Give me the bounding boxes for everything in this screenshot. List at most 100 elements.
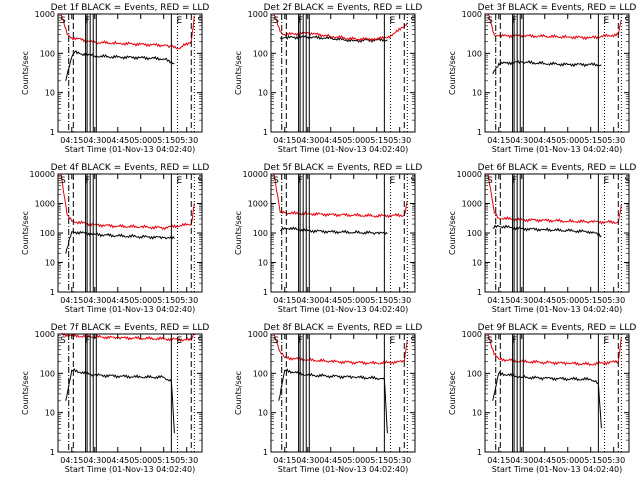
x-axis-label: Start Time (01-Nov-13 04:02:40)	[278, 145, 408, 154]
panel-title: Det 3f BLACK = Events, RED = LLD	[478, 3, 637, 13]
y-tick-label: 100	[253, 229, 268, 238]
y-tick-label: 10	[45, 409, 55, 418]
marker-label: S	[60, 336, 66, 346]
series-events-line	[492, 224, 602, 238]
x-tick-label: 04:30	[510, 456, 533, 465]
x-axis-label: Start Time (01-Nov-13 04:02:40)	[492, 305, 622, 314]
x-tick-label: 04:30	[296, 136, 319, 145]
x-tick-label: 04:15	[60, 136, 83, 145]
panel-1: Det 1f BLACK = Events, RED = LLD S F E S 1 10 1…	[21, 3, 209, 154]
panel-8: Det 8f BLACK = Events, RED = LLD S F E S 1 10 1…	[234, 323, 422, 474]
y-tick-label: 100	[40, 49, 55, 58]
x-axis-label: Start Time (01-Nov-13 04:02:40)	[492, 465, 622, 474]
panel-7: Det 7f BLACK = Events, RED = LLD S F E S 1 10 1…	[21, 323, 209, 474]
x-tick-label: 04:30	[83, 136, 106, 145]
x-tick-label: 05:30	[175, 136, 198, 145]
series-events-line	[65, 50, 175, 81]
panel-title: Det 7f BLACK = Events, RED = LLD	[51, 323, 210, 333]
marker-label: F	[85, 16, 90, 26]
marker-label: F	[512, 176, 517, 186]
marker-label: S	[410, 336, 416, 346]
panel-2: Det 2f BLACK = Events, RED = LLD S F E S 1 10 1…	[234, 3, 422, 154]
marker-label: E	[389, 176, 395, 186]
marker-label: E	[176, 176, 182, 186]
panel-title: Det 4f BLACK = Events, RED = LLD	[51, 163, 210, 173]
y-tick-label: 1	[477, 288, 482, 297]
x-tick-label: 05:15	[365, 456, 388, 465]
y-tick-label: 100	[467, 369, 482, 378]
series-lld-line	[487, 173, 622, 225]
x-tick-label: 04:45	[319, 136, 342, 145]
marker-label: S	[487, 176, 493, 186]
marker-label: E	[176, 336, 182, 346]
y-tick-label: 1	[477, 448, 482, 457]
y-tick-label: 1000	[35, 330, 55, 339]
marker-label: S	[624, 336, 630, 346]
x-tick-label: 05:00	[342, 456, 365, 465]
x-axis-label: Start Time (01-Nov-13 04:02:40)	[278, 465, 408, 474]
marker-label: S	[410, 176, 416, 186]
series-lld-line	[273, 173, 408, 219]
y-axis-label: Counts/sec	[448, 371, 457, 415]
x-tick-label: 04:15	[273, 296, 296, 305]
marker-label: S	[624, 16, 630, 26]
plot-frame	[484, 333, 630, 453]
y-axis-label: Counts/sec	[21, 211, 30, 255]
x-tick-label: 05:15	[579, 136, 602, 145]
panel-9: Det 9f BLACK = Events, RED = LLD S F E S 1 10 1…	[448, 323, 636, 474]
y-tick-label: 100	[40, 229, 55, 238]
y-tick-label: 10000	[243, 170, 268, 179]
y-tick-label: 1000	[35, 10, 55, 19]
x-tick-label: 05:00	[342, 296, 365, 305]
marker-label: S	[273, 176, 279, 186]
x-tick-label: 05:15	[579, 456, 602, 465]
y-tick-label: 10	[258, 89, 268, 98]
x-tick-label: 05:15	[579, 296, 602, 305]
x-tick-label: 05:00	[129, 136, 152, 145]
y-tick-label: 1000	[248, 200, 268, 209]
marker-label: E	[603, 176, 609, 186]
marker-label: E	[603, 16, 609, 26]
x-tick-label: 05:30	[388, 136, 411, 145]
marker-label: S	[273, 336, 279, 346]
y-tick-label: 10	[45, 89, 55, 98]
x-tick-label: 05:30	[602, 456, 625, 465]
x-tick-label: 04:30	[83, 456, 106, 465]
x-tick-label: 05:00	[342, 136, 365, 145]
x-tick-label: 04:30	[296, 296, 319, 305]
series-events-line	[279, 226, 388, 236]
y-tick-label: 1	[50, 448, 55, 457]
marker-label: S	[487, 16, 493, 26]
x-tick-label: 04:45	[533, 136, 556, 145]
panel-title: Det 9f BLACK = Events, RED = LLD	[478, 323, 637, 333]
x-tick-label: 04:45	[106, 296, 129, 305]
panel-title: Det 8f BLACK = Events, RED = LLD	[264, 323, 423, 333]
panel-title: Det 5f BLACK = Events, RED = LLD	[264, 163, 423, 173]
y-tick-label: 10	[472, 89, 482, 98]
x-tick-label: 05:15	[152, 136, 175, 145]
panel-6: Det 6f BLACK = Events, RED = LLD S F E S 1 10 1…	[448, 163, 636, 314]
x-tick-label: 05:15	[152, 456, 175, 465]
plot-frame	[484, 173, 630, 293]
series-events-line	[279, 35, 388, 44]
y-tick-label: 100	[467, 49, 482, 58]
x-tick-label: 05:30	[388, 296, 411, 305]
series-events-line	[65, 230, 175, 254]
x-tick-label: 04:15	[487, 296, 510, 305]
marker-label: E	[389, 16, 395, 26]
x-tick-label: 04:45	[533, 456, 556, 465]
marker-label: S	[410, 16, 416, 26]
series-lld-line	[60, 13, 195, 50]
marker-label: F	[85, 336, 90, 346]
marker-label: E	[603, 336, 609, 346]
marker-label: S	[197, 176, 203, 186]
x-tick-label: 04:15	[60, 456, 83, 465]
panel-4: Det 4f BLACK = Events, RED = LLD S F E S 1 10 1…	[21, 163, 209, 314]
y-tick-label: 1000	[462, 10, 482, 19]
x-tick-label: 04:45	[533, 296, 556, 305]
marker-label: F	[85, 176, 90, 186]
x-tick-label: 05:30	[388, 456, 411, 465]
y-tick-label: 1000	[462, 200, 482, 209]
panel-title: Det 2f BLACK = Events, RED = LLD	[264, 3, 423, 13]
x-tick-label: 04:15	[273, 456, 296, 465]
